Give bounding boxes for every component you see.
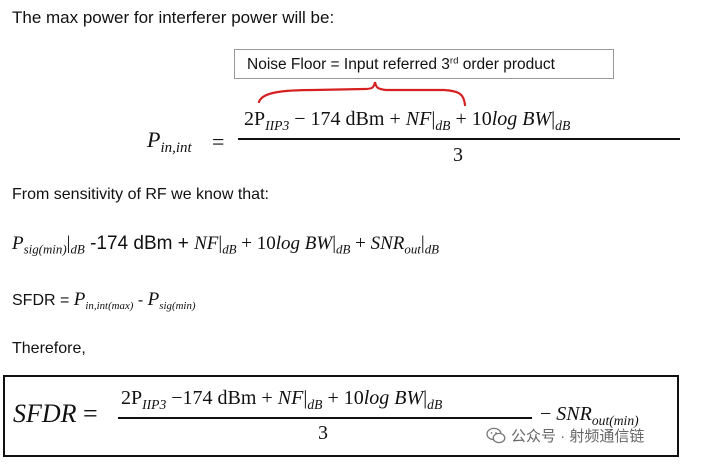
equation-1-denominator: 3 bbox=[453, 144, 463, 166]
final-equation-lhs: SFDR = bbox=[13, 399, 98, 428]
equation-1-lhs: Pin,int bbox=[147, 127, 192, 157]
final-equation-snr-term: − SNRout(min) bbox=[540, 403, 639, 428]
sensitivity-text: From sensitivity of RF we know that: bbox=[12, 186, 269, 203]
red-brace-annotation bbox=[257, 81, 467, 107]
watermark-text: 公众号 · 射频通信链 bbox=[511, 428, 645, 445]
noise-floor-note: Noise Floor = Input referred 3rd order p… bbox=[234, 49, 614, 79]
equation-1-numerator: 2PIIP3 − 174 dBm + NF|dB + 10log BW|dB bbox=[244, 108, 571, 133]
therefore-text: Therefore, bbox=[12, 340, 86, 357]
equation-1-fraction-bar bbox=[238, 138, 680, 140]
equation-3-sfdr: SFDR = Pin,int(max) - Psig(min) bbox=[12, 289, 196, 312]
watermark: 公众号 · 射频通信链 bbox=[486, 425, 644, 446]
final-equation-denominator: 3 bbox=[318, 422, 328, 444]
noise-floor-note-text: Noise Floor = Input referred 3rd order p… bbox=[247, 55, 555, 73]
heading-text: The max power for interferer power will … bbox=[12, 8, 335, 27]
equation-2: Psig(min)|dB -174 dBm + NF|dB + 10log BW… bbox=[12, 233, 440, 257]
final-equation-numerator: 2PIIP3 −174 dBm + NF|dB + 10log BW|dB bbox=[121, 387, 443, 412]
final-equation-fraction-bar bbox=[118, 417, 532, 419]
wechat-icon bbox=[486, 427, 506, 443]
equation-1-equals: = bbox=[212, 129, 225, 154]
final-equation-box: SFDR = 2PIIP3 −174 dBm + NF|dB + 10log B… bbox=[3, 375, 679, 457]
